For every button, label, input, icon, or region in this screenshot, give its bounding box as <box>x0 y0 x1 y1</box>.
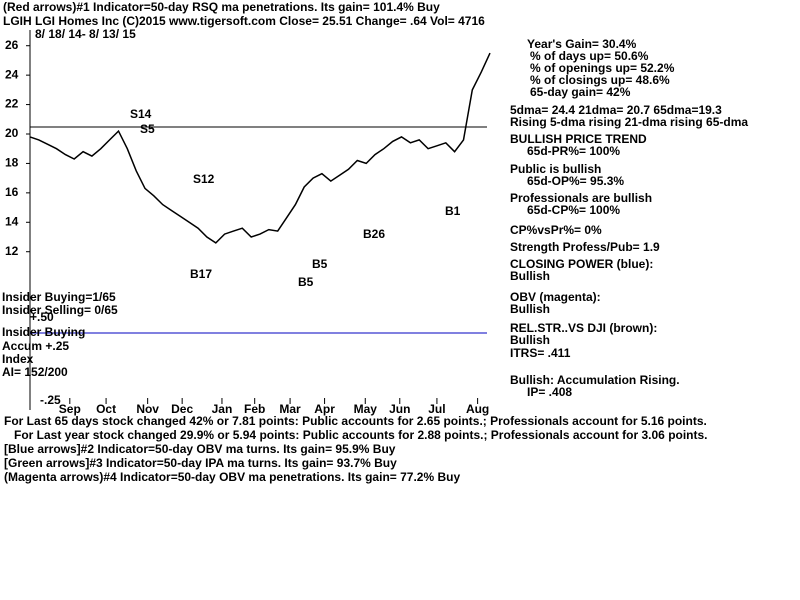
annotation: S12 <box>193 172 215 186</box>
side-note: OBV (magenta): <box>510 290 601 304</box>
side-note: Public is bullish <box>510 162 601 176</box>
panel-label: +.50 <box>30 310 54 324</box>
y-tick-label: 22 <box>5 97 19 111</box>
x-tick-label: Apr <box>314 402 335 416</box>
y-tick-label: 24 <box>5 67 19 81</box>
side-note: Bullish <box>510 269 550 283</box>
side-note: REL.STR..VS DJI (brown): <box>510 321 657 335</box>
x-tick-label: Sep <box>59 402 81 416</box>
x-tick-label: Aug <box>466 402 489 416</box>
side-note: Bullish <box>510 302 550 316</box>
footer-line: [Blue arrows]#2 Indicator=50-day OBV ma … <box>4 442 396 456</box>
side-note: % of closings up= 48.6% <box>530 73 670 87</box>
y-tick-label: 14 <box>5 214 19 228</box>
price-line <box>29 52 491 244</box>
side-note: Year's Gain= 30.4% <box>527 37 637 51</box>
side-note: Bullish: Accumulation Rising. <box>510 373 680 387</box>
x-tick-label: May <box>354 402 378 416</box>
x-tick-label: Jan <box>212 402 233 416</box>
side-note: Bullish <box>510 333 550 347</box>
x-tick-label: Dec <box>171 402 193 416</box>
side-note: Rising 5-dma rising 21-dma rising 65-dma <box>510 115 748 129</box>
footer-line: (Magenta arrows)#4 Indicator=50-day OBV … <box>4 470 460 484</box>
footer-line: For Last 65 days stock changed 42% or 7.… <box>4 414 707 428</box>
side-note: 65d-CP%= 100% <box>527 203 620 217</box>
side-note: CLOSING POWER (blue): <box>510 257 653 271</box>
header-line: (Red arrows)#1 Indicator=50-day RSQ ma p… <box>3 0 440 14</box>
panel-label: Accum +.25 <box>2 339 69 353</box>
side-note: Professionals are bullish <box>510 191 652 205</box>
y-tick-label: 26 <box>5 38 19 52</box>
panel-label: Insider Buying <box>2 325 85 339</box>
y-tick-label: 20 <box>5 126 19 140</box>
side-note: % of days up= 50.6% <box>530 49 649 63</box>
side-note: BULLISH PRICE TREND <box>510 132 647 146</box>
x-tick-label: Jul <box>428 402 445 416</box>
side-note: Strength Profess/Pub= 1.9 <box>510 240 660 254</box>
y-tick-label: 16 <box>5 185 19 199</box>
x-tick-label: Nov <box>136 402 159 416</box>
panel-label: Insider Buying=1/65 <box>2 290 116 304</box>
x-tick-label: Feb <box>244 402 265 416</box>
footer-line: For Last year stock changed 29.9% or 5.9… <box>14 428 708 442</box>
side-note: % of openings up= 52.2% <box>530 61 675 75</box>
y-tick-label: 18 <box>5 156 19 170</box>
side-note: CP%vsPr%= 0% <box>510 223 602 237</box>
x-tick-label: Jun <box>389 402 410 416</box>
annotation: B1 <box>445 204 461 218</box>
x-tick-label: Oct <box>96 402 116 416</box>
date-range: 8/ 18/ 14- 8/ 13/ 15 <box>35 27 136 41</box>
annotation: S14 <box>130 107 152 121</box>
footer-line: [Green arrows]#3 Indicator=50-day IPA ma… <box>4 456 397 470</box>
side-note: ITRS= .411 <box>510 346 571 360</box>
panel-label: AI= 152/200 <box>2 365 68 379</box>
side-note: 65d-PR%= 100% <box>527 144 620 158</box>
side-note: IP= .408 <box>527 385 572 399</box>
x-tick-label: Mar <box>279 402 301 416</box>
annotation: S5 <box>140 122 155 136</box>
panel-label: -.25 <box>40 393 61 407</box>
side-note: 65d-OP%= 95.3% <box>527 174 624 188</box>
header-line: LGIH LGI Homes Inc (C)2015 www.tigersoft… <box>3 14 485 28</box>
panel-label: Insider Selling= 0/65 <box>2 303 118 317</box>
panel-label: Index <box>2 352 34 366</box>
annotation: B5 <box>298 275 314 289</box>
annotation: B17 <box>190 267 212 281</box>
annotation: B26 <box>363 227 385 241</box>
side-note: 5dma= 24.4 21dma= 20.7 65dma=19.3 <box>510 103 722 117</box>
side-note: 65-day gain= 42% <box>530 85 631 99</box>
annotation: B5 <box>312 257 328 271</box>
y-tick-label: 12 <box>5 244 19 258</box>
